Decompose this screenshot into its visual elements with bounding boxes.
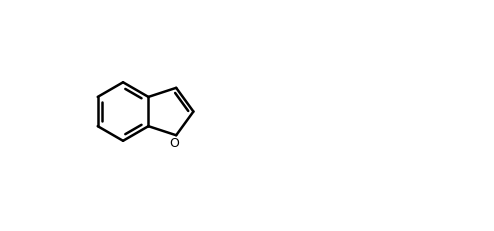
Text: O: O (170, 136, 180, 149)
